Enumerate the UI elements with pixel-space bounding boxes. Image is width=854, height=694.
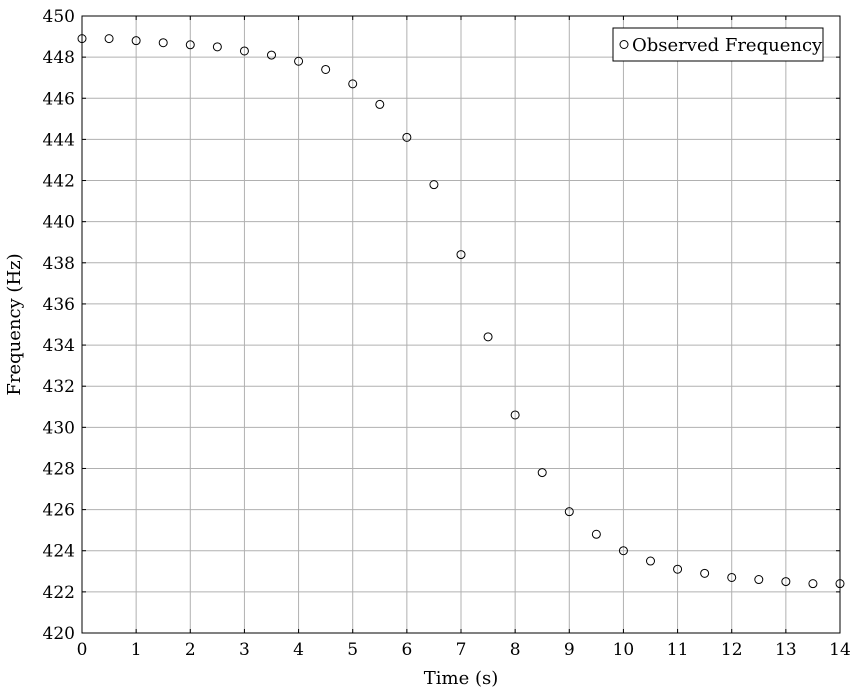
x-tick-label: 3 xyxy=(239,640,250,660)
y-tick-label: 430 xyxy=(43,418,75,438)
legend: Observed Frequency xyxy=(612,27,824,62)
data-point xyxy=(537,468,547,478)
data-point xyxy=(483,332,493,342)
y-tick-label: 428 xyxy=(43,459,75,479)
data-point xyxy=(429,180,439,190)
y-tick-label: 442 xyxy=(43,172,75,192)
x-tick-label: 0 xyxy=(77,640,88,660)
data-point xyxy=(456,250,466,260)
data-point xyxy=(808,579,818,589)
data-point xyxy=(754,575,764,585)
data-point xyxy=(781,577,791,587)
x-tick-label: 6 xyxy=(401,640,412,660)
y-tick-label: 420 xyxy=(43,624,75,644)
y-axis-title: Frequency (Hz) xyxy=(4,253,25,395)
x-tick-label: 5 xyxy=(347,640,358,660)
data-point xyxy=(564,507,574,517)
data-point xyxy=(239,46,249,56)
y-tick-label: 426 xyxy=(43,501,75,521)
y-tick-label: 450 xyxy=(43,7,75,27)
legend-marker xyxy=(619,40,629,49)
data-point xyxy=(131,36,141,46)
x-axis-title: Time (s) xyxy=(424,668,499,689)
data-point xyxy=(727,572,737,582)
data-point xyxy=(348,79,358,89)
y-tick-label: 448 xyxy=(43,48,75,68)
x-tick-label: 9 xyxy=(564,640,575,660)
y-tick-label: 432 xyxy=(43,377,75,397)
x-tick-label: 12 xyxy=(721,640,743,660)
data-point xyxy=(158,38,168,48)
y-tick-label: 422 xyxy=(43,583,75,603)
data-point xyxy=(104,34,114,44)
data-point xyxy=(646,556,655,566)
plot-frame xyxy=(81,15,841,634)
x-axis-ticks: 0 1 2 3 4 5 6 7 8 9 10 11 12 13 14 xyxy=(77,16,851,660)
y-axis-ticks: 420 422 424 426 428 430 432 434 436 438 440 442 444 4… xyxy=(43,7,840,644)
y-tick-label: 444 xyxy=(43,130,75,150)
data-point xyxy=(591,529,601,539)
y-tick-label: 438 xyxy=(43,254,75,274)
data-point xyxy=(618,546,628,556)
data-point xyxy=(294,56,304,66)
y-tick-label: 446 xyxy=(43,89,75,109)
x-tick-label: 11 xyxy=(667,640,689,660)
data-point xyxy=(212,42,222,52)
y-tick-label: 440 xyxy=(43,213,75,233)
legend-label: Observed Frequency xyxy=(632,35,823,56)
y-tick-label: 436 xyxy=(43,295,75,315)
legend-box xyxy=(612,27,824,62)
x-tick-label: 7 xyxy=(456,640,467,660)
x-tick-label: 14 xyxy=(829,640,851,660)
data-point xyxy=(185,40,195,50)
data-point xyxy=(402,132,412,142)
grid xyxy=(81,15,841,634)
x-tick-label: 10 xyxy=(613,640,635,660)
data-point xyxy=(510,410,520,420)
data-point xyxy=(700,568,710,578)
y-tick-label: 434 xyxy=(43,336,75,356)
x-tick-label: 13 xyxy=(775,640,797,660)
data-point xyxy=(267,50,276,60)
y-tick-label: 424 xyxy=(43,542,75,562)
data-point xyxy=(375,99,385,109)
x-tick-label: 2 xyxy=(185,640,196,660)
data-point xyxy=(321,64,331,74)
data-point xyxy=(673,564,683,574)
x-tick-label: 4 xyxy=(293,640,304,660)
x-tick-label: 8 xyxy=(510,640,521,660)
x-tick-label: 1 xyxy=(131,640,142,660)
